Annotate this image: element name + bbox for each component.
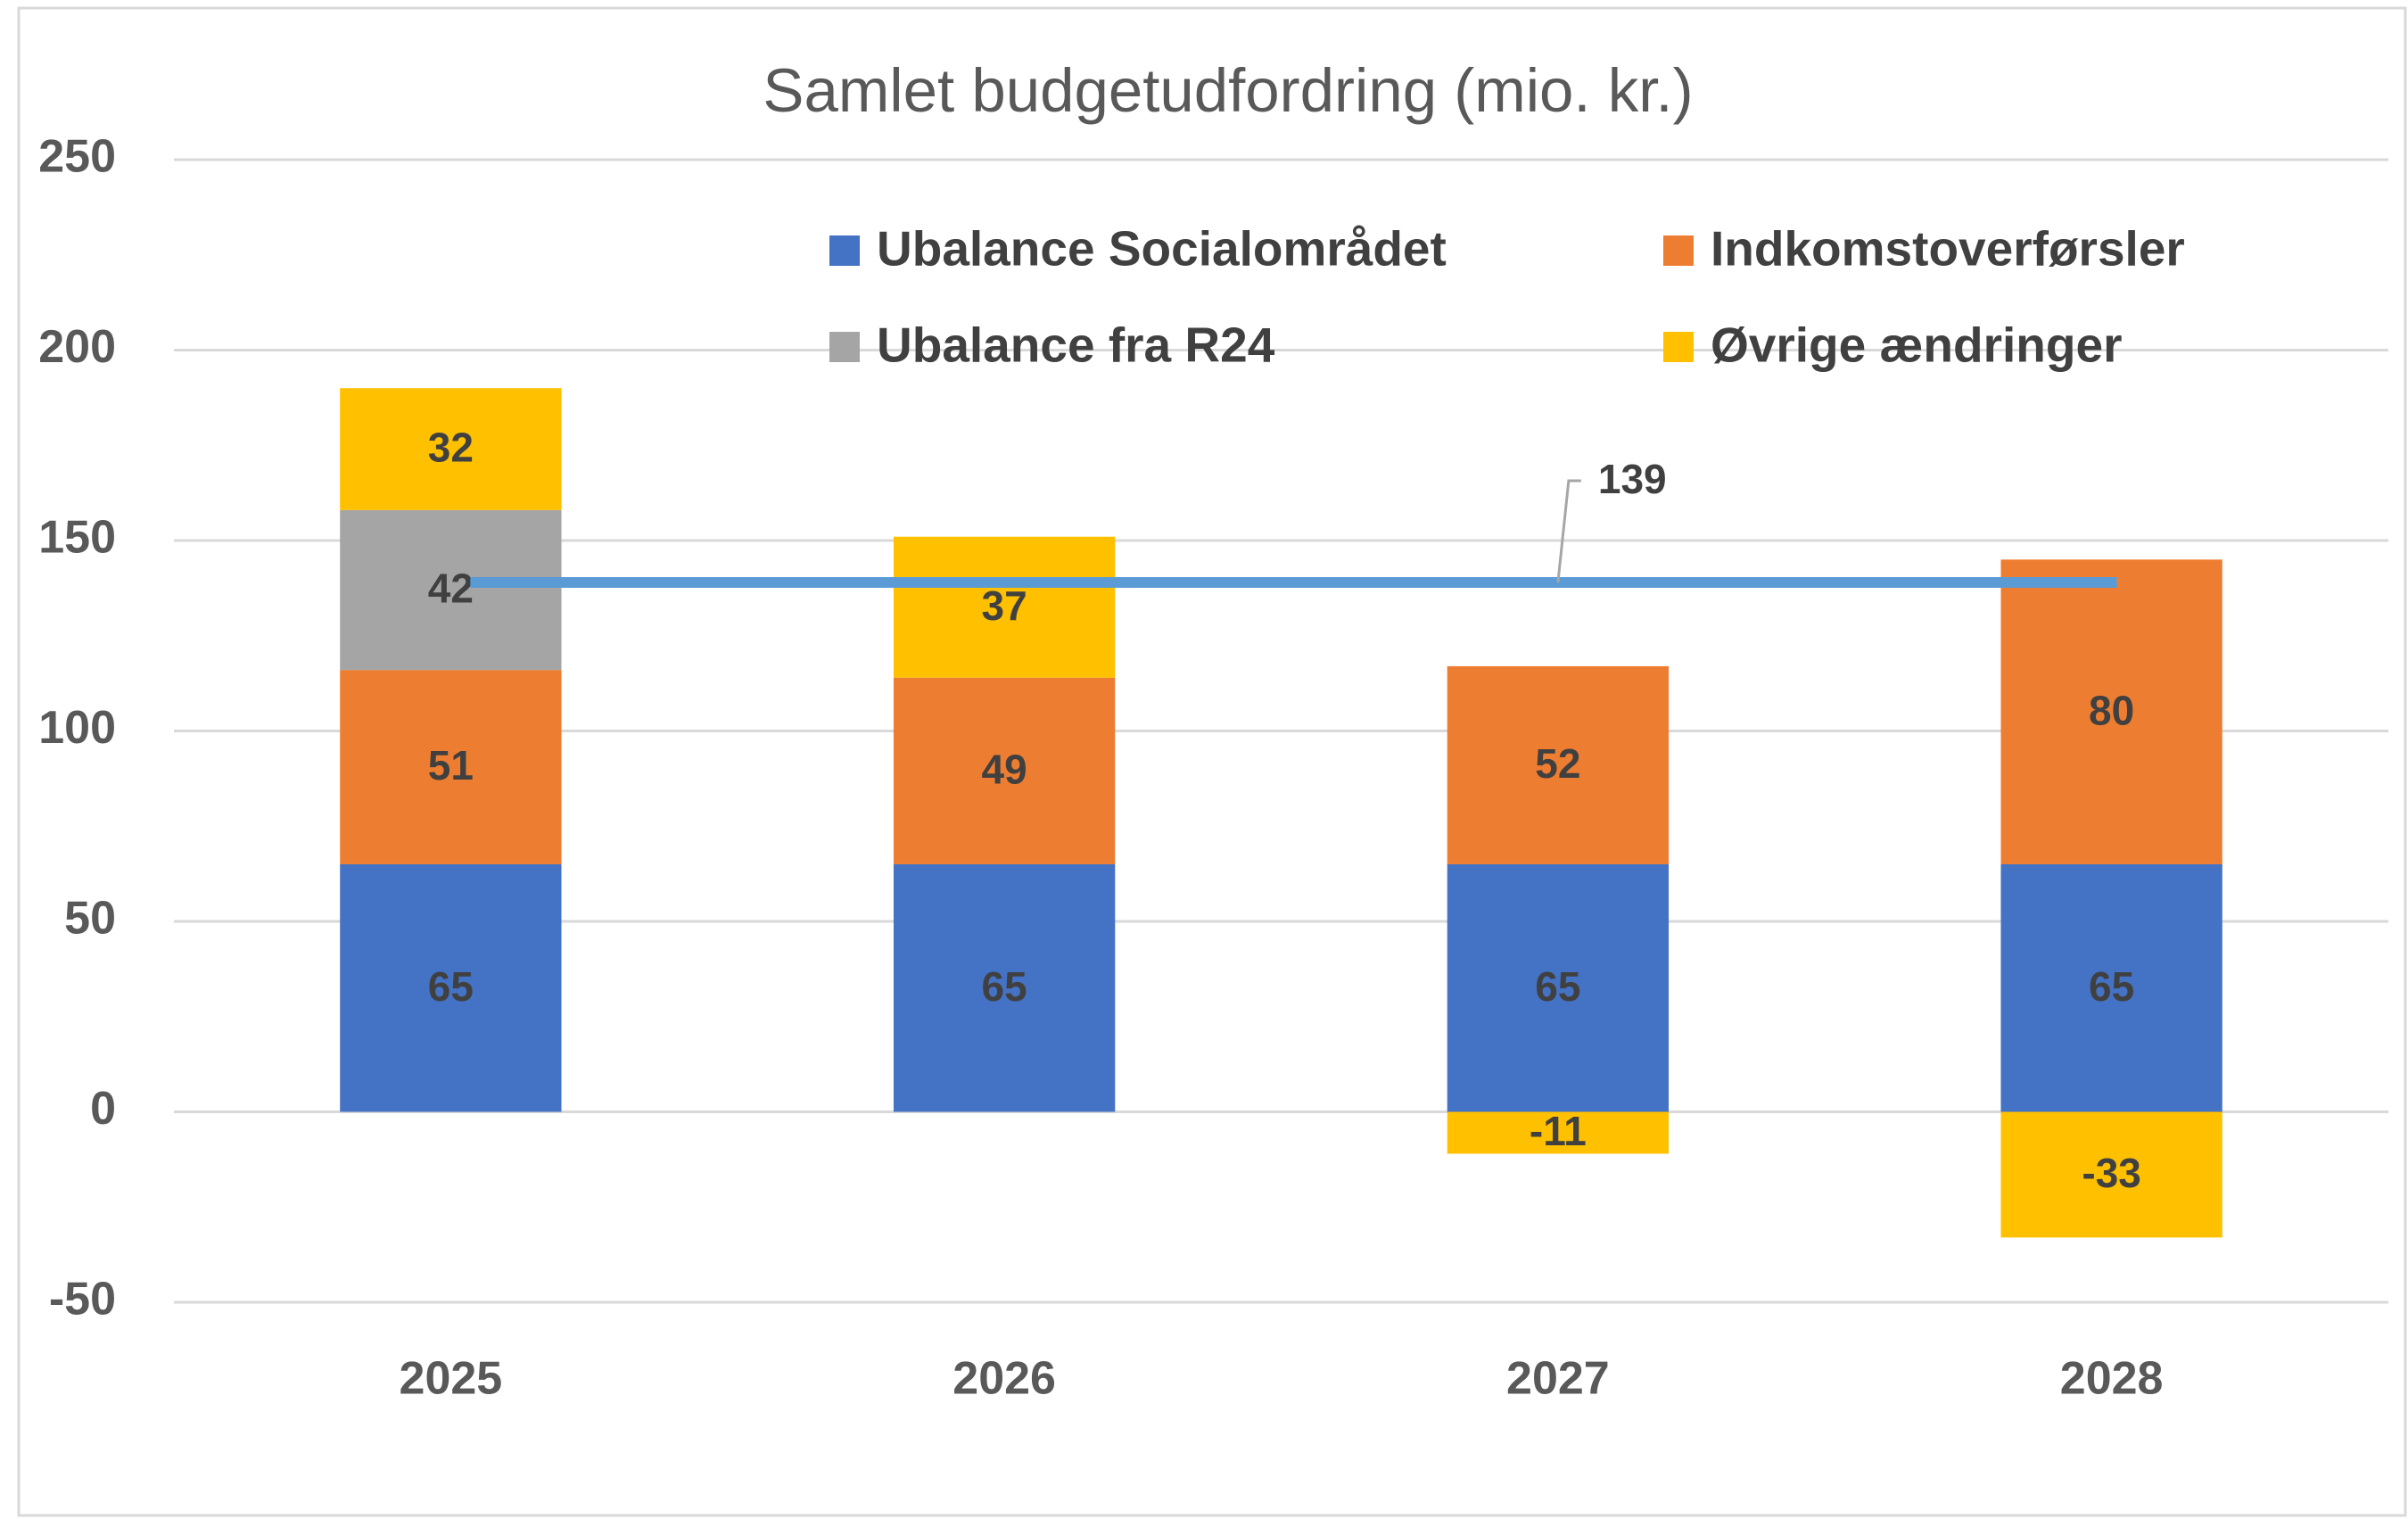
bar-segment — [340, 863, 562, 1112]
legend-label: Øvrige ændringer — [1711, 318, 2122, 373]
legend-label: Ubalance Socialområdet — [877, 221, 1447, 277]
data-label: 49 — [982, 746, 1027, 792]
data-label: -11 — [1530, 1108, 1587, 1154]
chart-title: Samlet budgetudfordring (mio. kr.) — [763, 56, 1693, 125]
data-label: -33 — [2082, 1150, 2140, 1196]
bar-segment — [893, 536, 1116, 678]
data-label: 32 — [428, 425, 474, 471]
data-label: 42 — [428, 565, 474, 612]
data-label: 52 — [1535, 740, 1580, 787]
data-label: 65 — [1535, 963, 1580, 1010]
legend-swatch — [1663, 235, 1694, 266]
legend-swatch — [1663, 332, 1694, 362]
bar-segment — [2000, 1111, 2222, 1238]
y-tick-label: 50 — [64, 893, 116, 945]
bar-segment — [2000, 559, 2222, 864]
y-tick-label: 200 — [38, 321, 116, 373]
bar-segment — [893, 677, 1116, 864]
bar-segment — [340, 388, 562, 510]
x-tick-label: 2025 — [400, 1353, 503, 1405]
bar-segment — [2000, 863, 2222, 1112]
x-tick-label: 2026 — [952, 1353, 1056, 1405]
data-label: 65 — [428, 963, 474, 1010]
bar-segment — [1447, 665, 1670, 864]
y-tick-label: 250 — [38, 131, 116, 183]
y-tick-label: 100 — [38, 702, 116, 754]
data-label: 37 — [982, 582, 1027, 629]
data-label: 80 — [2089, 687, 2134, 733]
legend-swatch — [829, 235, 860, 266]
data-label: 65 — [982, 963, 1027, 1010]
legend-label: Ubalance fra R24 — [877, 318, 1275, 373]
bar-segment — [1447, 1111, 1670, 1154]
data-label: 65 — [2089, 963, 2134, 1010]
bar-segment — [1447, 863, 1670, 1112]
data-label: 51 — [428, 742, 474, 788]
legend-swatch — [829, 332, 860, 362]
data-label: 139 — [1598, 456, 1667, 502]
bar-segment — [340, 509, 562, 671]
bar-segment — [340, 670, 562, 864]
legend-label: Indkomstoverførsler — [1711, 221, 2185, 277]
x-tick-label: 2028 — [2060, 1353, 2164, 1405]
x-tick-label: 2027 — [1506, 1353, 1610, 1405]
label-leader — [1556, 479, 1581, 583]
bar-segment — [893, 863, 1116, 1112]
y-tick-label: -50 — [49, 1274, 116, 1325]
y-tick-label: 0 — [90, 1083, 116, 1135]
y-tick-label: 150 — [38, 512, 116, 564]
